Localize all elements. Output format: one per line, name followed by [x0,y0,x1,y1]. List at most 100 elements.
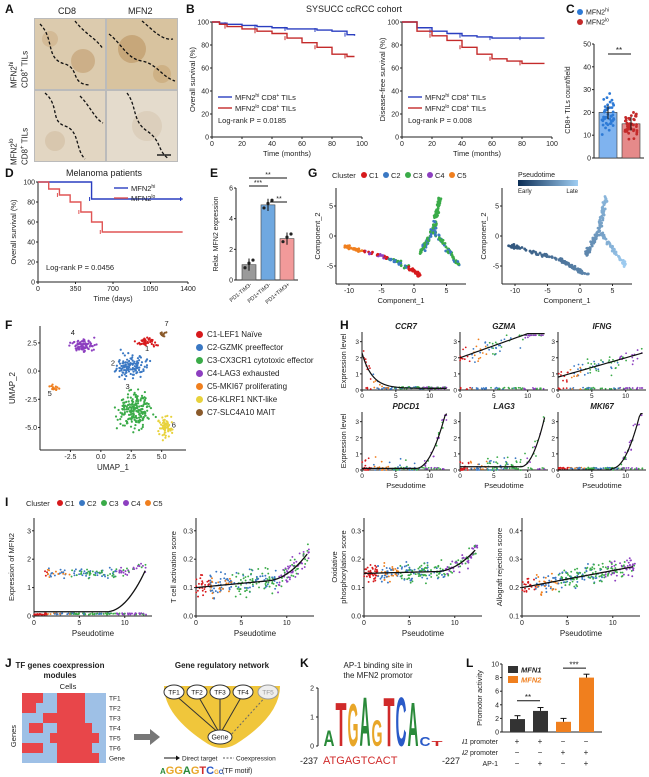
cell-point [527,580,530,583]
cell-point [108,613,111,616]
cell-point [68,573,71,576]
cell-point [85,571,88,574]
y-tick-label: 1 [453,371,457,378]
cell-point [217,581,220,584]
cell-point [132,405,135,408]
cell-point [167,430,170,433]
legend-dot [196,370,203,377]
cell-point [567,263,571,267]
motif-letter: C [396,683,407,761]
ihc-image-mfn2-lo [106,90,178,162]
y-axis-label: Component_2 [479,212,488,259]
tf-node-label: TF2 [191,690,203,697]
data-point [609,121,613,125]
cell-point [285,579,288,582]
cell-point [236,587,239,590]
cell-point [364,464,367,467]
cell-point [163,331,166,334]
cell-point [96,571,99,574]
diagram-j-gene-network: TF genes coexpressionmodulesCellsGenesTF… [9,661,280,777]
cell-point [292,575,295,577]
cell-point [479,351,482,354]
data-point [600,133,604,136]
cell-point [578,269,581,273]
cell-point [121,352,125,355]
cell-point [115,568,118,571]
panel-label-l: L [466,656,474,670]
heatmap-cell [85,723,92,733]
cluster-name: C3 [109,499,119,508]
cell-point [137,419,140,422]
cell-point [538,251,542,255]
y-tick-label: 20 [583,110,591,117]
heatmap-cell [92,713,99,723]
condition-value: − [561,759,566,768]
cluster-dot-C4 [427,172,433,178]
cell-point [543,580,546,583]
data-point [610,106,614,110]
cell-point [558,590,561,593]
cell-point [133,427,136,430]
heatmap-cell [43,743,50,753]
cell-point [361,461,364,463]
cell-point [67,612,70,615]
cell-point [372,463,375,466]
x-axis-label: UMAP_1 [97,463,130,472]
data-point [634,125,638,128]
cell-point [528,249,532,253]
cell-point [304,558,307,561]
heatmap-cell [50,723,57,733]
cell-point [374,380,377,382]
heatmap-cell [43,693,50,703]
cell-point [365,469,368,471]
cell-point [210,581,212,584]
y-tick-label: 1 [551,371,555,378]
b-title: SYSUCC ccRCC cohort [306,4,403,14]
cell-point [576,585,579,588]
cell-point [144,360,147,363]
cell-point [532,249,535,253]
cell-point [573,267,577,271]
heatmap-cell [50,753,57,763]
cell-point [258,586,260,589]
condition-value: − [584,737,589,746]
cell-point [118,612,121,615]
cell-point [438,572,441,575]
cell-point [118,369,121,373]
seq-start: -237 [300,756,318,766]
cell-point [430,575,433,578]
cell-point [154,415,157,419]
cell-point [534,387,537,390]
coexpression-edge [229,693,269,737]
x-tick-label: 5 [492,393,496,400]
cell-point [153,341,157,344]
y-tick-label: -5.0 [25,425,37,432]
cell-point [562,581,565,584]
cell-point [44,574,47,577]
y-tick-label: 40 [27,240,35,247]
cell-point [228,577,231,580]
cell-point [160,423,163,426]
tf-node-label: TF5 [262,690,274,697]
cell-point [138,359,141,362]
cell-point [68,344,71,347]
y-axis-label: CD8+ TILs count/field [565,66,572,133]
cell-point [239,593,242,596]
cell-point [249,578,252,581]
cell-point [144,342,148,345]
cell-point [389,257,393,261]
data-point [627,137,631,141]
cell-point [512,467,515,469]
y-tick-label: 2 [355,435,359,442]
cell-point [138,613,141,616]
cell-point [136,407,139,410]
cell-point [71,569,74,572]
cell-point [424,465,427,467]
cell-point [397,572,400,575]
y-tick-label: 3 [27,528,31,535]
legend-item: C4-LAG3 exhausted [196,367,336,380]
y-tick-label: 80 [391,43,399,50]
cell-point [110,568,113,571]
cell-point [597,363,600,365]
cell-point [589,567,592,570]
